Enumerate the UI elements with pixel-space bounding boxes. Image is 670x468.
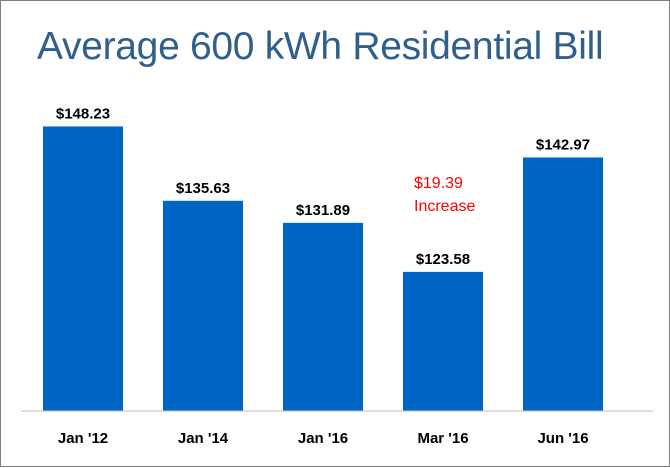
x-tick-label-2: Jan '16 <box>298 430 348 447</box>
data-label-1: $135.63 <box>176 180 230 197</box>
x-tick-label-1: Jan '14 <box>178 430 229 447</box>
annotation-amount: $19.39 <box>414 175 463 192</box>
annotation-label: Increase <box>414 198 475 215</box>
chart-title: Average 600 kWh Residential Bill <box>37 25 604 68</box>
data-label-0: $148.23 <box>56 105 110 122</box>
x-tick-label-3: Mar '16 <box>417 430 468 447</box>
bar-0 <box>43 126 123 412</box>
data-label-2: $131.89 <box>296 202 350 219</box>
data-label-3: $123.58 <box>416 251 470 268</box>
bar-4 <box>523 157 603 411</box>
bar-1 <box>163 200 243 411</box>
data-label-4: $142.97 <box>536 136 590 153</box>
x-tick-label-0: Jan '12 <box>58 430 108 447</box>
bar-3 <box>403 271 483 411</box>
bar-2 <box>283 222 363 411</box>
x-tick-label-4: Jun '16 <box>537 430 588 447</box>
